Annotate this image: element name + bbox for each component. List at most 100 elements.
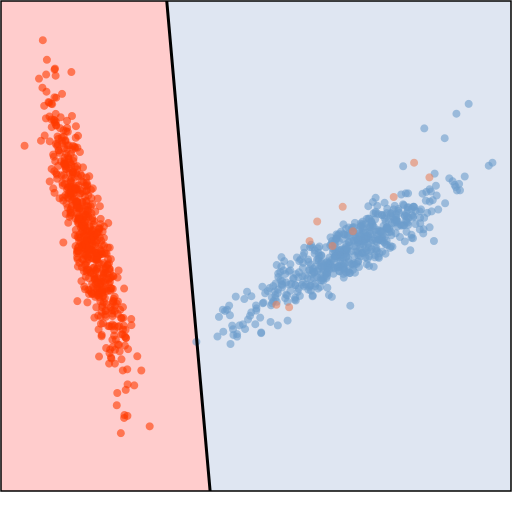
data-point-series-1 [74,181,83,190]
data-point-series-1 [113,273,122,282]
data-point-series-2 [407,205,416,214]
data-point-series-2 [266,317,275,326]
data-point-series-1 [53,174,62,183]
data-point-series-2 [434,205,443,214]
data-point-series-2 [335,246,344,255]
data-point-series-2 [460,172,469,181]
data-point-series-2 [464,99,473,108]
data-point-series-2 [354,251,363,260]
data-point-series-2 [324,291,333,300]
data-point-series-2 [350,268,359,277]
data-point-series-1 [137,366,146,375]
data-point-series-1 [20,141,29,150]
data-point-series-1 [49,184,58,193]
data-point-series-2 [339,230,348,239]
data-point-series-2 [313,267,322,276]
data-point-series-2 [365,214,374,223]
data-point-series-2 [283,291,292,300]
data-point-series-1 [54,146,63,155]
data-point-series-1 [38,36,47,45]
data-point-series-2 [425,223,434,232]
data-point-series-2 [382,209,391,218]
data-point-series-2 [397,190,406,199]
data-point-series-1 [99,222,108,231]
data-point-series-2 [427,207,436,216]
data-point-series-3 [313,217,322,226]
data-point-series-2 [252,306,261,315]
data-point-series-2 [300,243,309,252]
data-point-series-1 [63,116,72,125]
decision-boundary-line [165,0,212,492]
data-point-series-2 [416,213,425,222]
data-point-series-3 [389,193,398,201]
data-point-series-1 [102,274,111,283]
data-point-series-1 [145,422,154,431]
data-point-series-2 [289,274,298,283]
data-point-series-1 [73,297,82,306]
data-point-series-1 [97,240,106,249]
data-point-series-1 [81,240,90,249]
data-point-series-2 [431,181,440,190]
data-point-series-1 [47,99,56,108]
data-point-series-1 [77,277,86,286]
data-point-series-1 [89,263,98,272]
data-point-series-1 [119,325,127,334]
data-point-series-1 [120,284,129,293]
data-point-series-1 [52,93,61,102]
data-point-series-2 [321,243,330,252]
data-point-series-1 [91,207,100,216]
data-point-series-1 [120,341,129,350]
data-point-series-2 [409,213,418,222]
data-point-series-1 [98,285,107,294]
data-point-series-3 [410,158,419,167]
data-point-series-1 [38,83,47,92]
data-point-series-2 [231,292,240,301]
data-point-series-2 [358,217,367,226]
data-point-series-2 [238,320,247,329]
data-point-series-2 [407,230,416,239]
data-point-series-1 [110,331,119,340]
data-point-series-1 [40,101,49,110]
data-point-series-2 [332,234,341,243]
data-point-series-1 [64,218,73,227]
data-point-series-1 [90,275,99,284]
data-point-series-1 [120,332,129,341]
data-point-series-2 [371,209,380,218]
data-point-series-2 [330,254,339,263]
data-point-series-1 [112,401,121,410]
data-point-series-1 [58,89,67,98]
data-point-series-2 [298,278,307,287]
data-point-series-1 [97,330,106,339]
data-point-series-2 [244,315,253,324]
data-point-series-1 [85,172,94,181]
data-point-series-1 [63,127,72,136]
data-point-series-1 [40,131,49,140]
data-point-series-2 [272,261,281,270]
data-point-series-1 [45,177,54,186]
data-point-series-2 [285,267,294,276]
data-point-series-1 [96,319,105,328]
data-point-series-3 [272,300,281,309]
data-point-series-2 [380,198,389,207]
data-point-series-2 [400,237,409,246]
data-point-series-2 [383,240,392,249]
data-point-series-1 [98,292,107,301]
data-point-series-1 [105,267,114,276]
data-point-series-2 [335,267,344,276]
data-point-series-2 [361,235,370,244]
data-point-series-1 [45,112,54,121]
data-point-series-1 [50,65,59,74]
data-point-series-2 [432,191,441,200]
data-point-series-2 [344,258,353,267]
data-point-series-1 [34,74,43,83]
data-point-series-2 [369,262,378,271]
data-point-series-1 [96,214,105,223]
data-point-series-1 [90,313,99,322]
data-point-series-2 [286,260,295,269]
data-point-series-1 [111,345,120,354]
data-point-series-1 [59,238,68,247]
data-point-series-2 [395,208,404,217]
data-point-series-2 [269,282,278,291]
data-point-series-1 [53,139,62,148]
